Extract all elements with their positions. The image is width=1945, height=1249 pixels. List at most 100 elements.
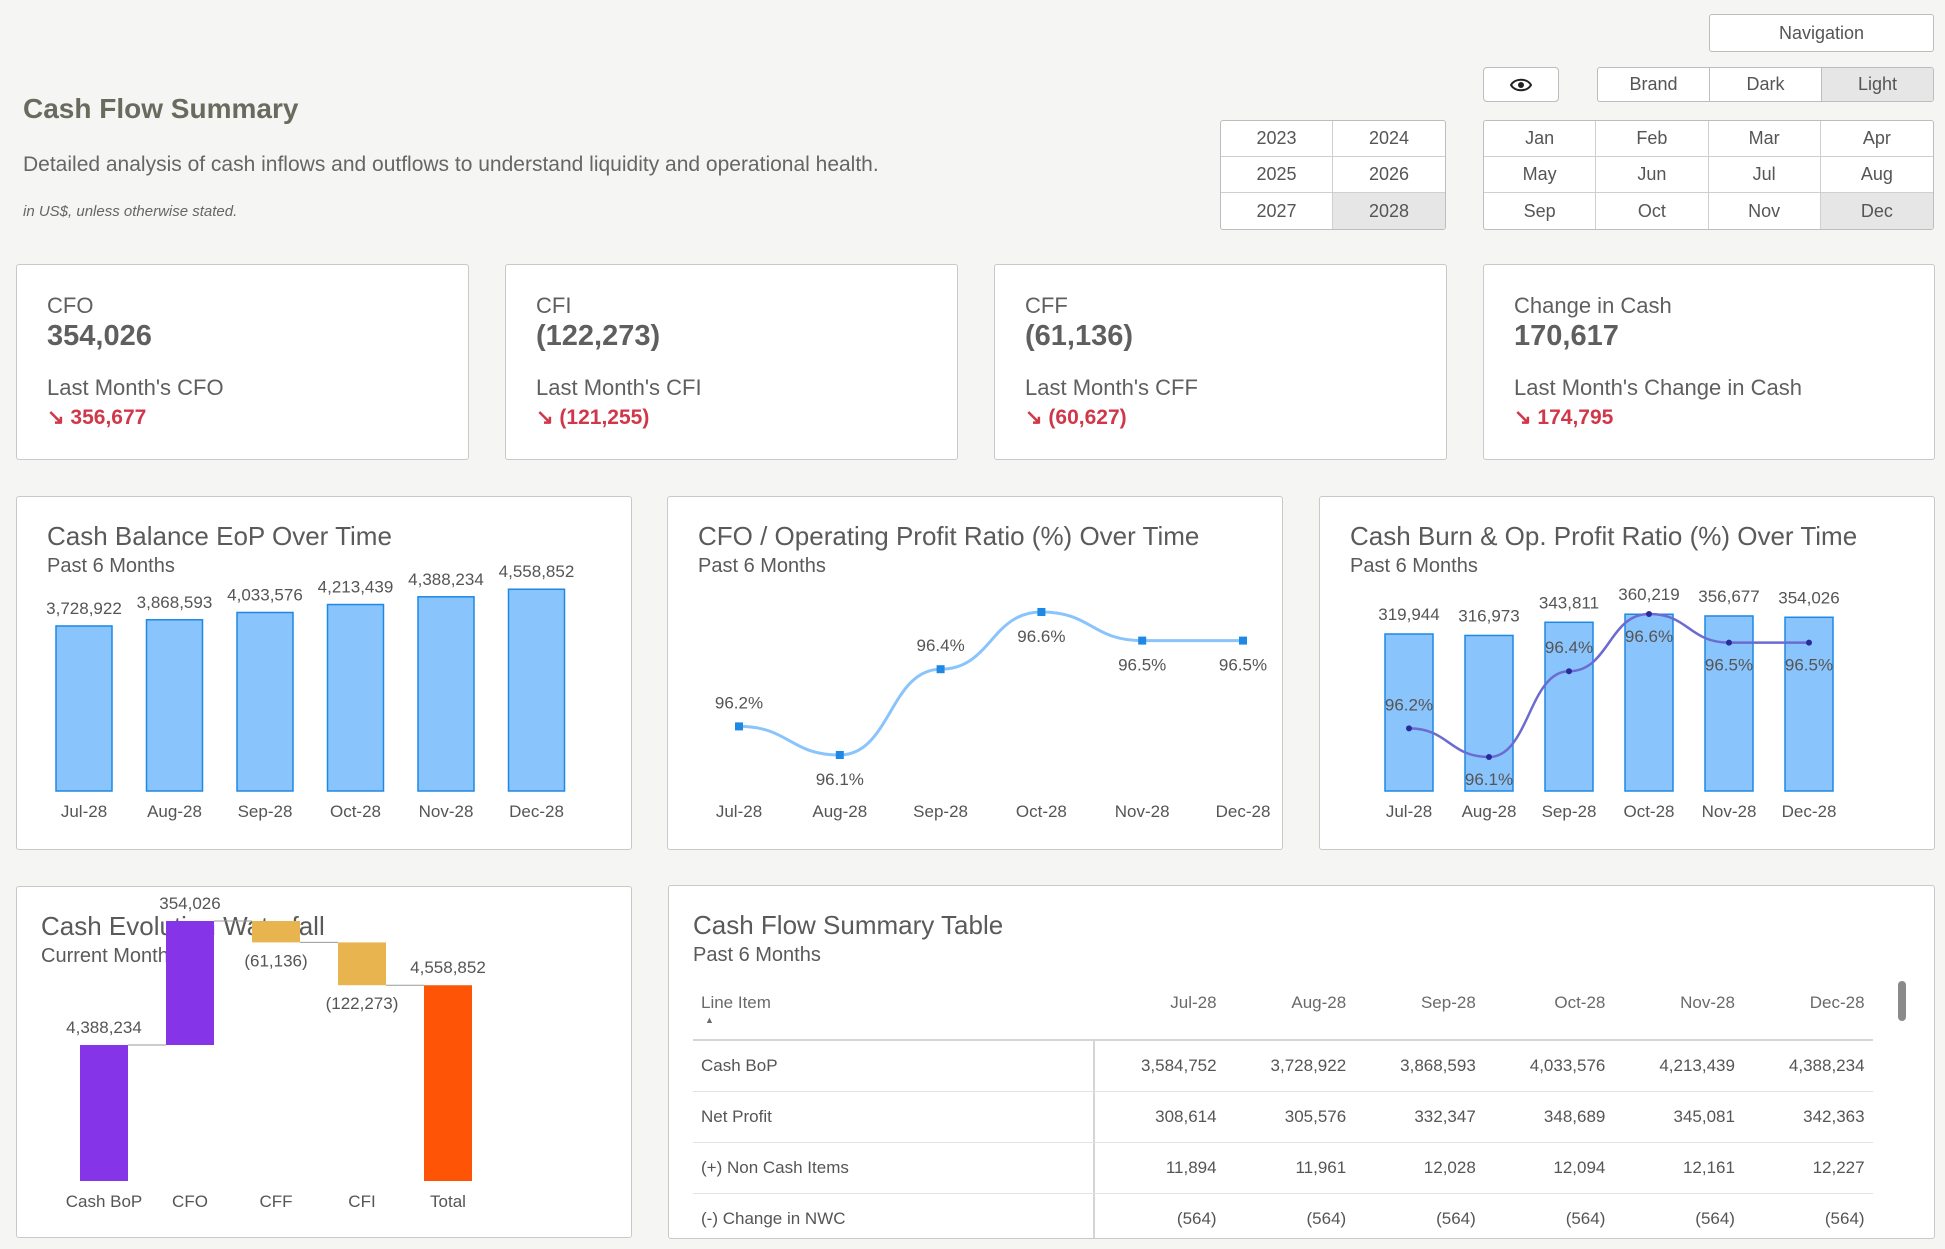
table-cell: 308,614	[1155, 1107, 1217, 1126]
cash-balance-chart: 3,728,922 Jul-28 3,868,593 Aug-28 4,033,576 S…	[46, 562, 575, 821]
theme-brand-button[interactable]: Brand	[1598, 68, 1710, 101]
chart-bar	[1784, 616, 1834, 792]
data-label: (61,136)	[244, 951, 307, 970]
x-tick-label: Sep-28	[238, 802, 293, 821]
x-tick-label: Dec-28	[509, 802, 564, 821]
chart-title: CFO / Operating Profit Ratio (%) Over Ti…	[698, 521, 1200, 551]
kpi-sub-label: Last Month's CFI	[536, 375, 702, 400]
data-label: (122,273)	[326, 994, 399, 1013]
chart-bar	[236, 611, 294, 792]
data-label: 343,811	[1539, 593, 1599, 612]
data-label: 96.6%	[1017, 627, 1065, 646]
data-label: 4,558,852	[499, 562, 575, 581]
table-cell: 332,347	[1414, 1107, 1476, 1126]
month-option-jun[interactable]: Jun	[1596, 157, 1709, 193]
month-option-jan[interactable]: Jan	[1484, 121, 1597, 157]
table-scrollbar[interactable]	[1898, 981, 1906, 1021]
kpi-label: CFF	[1025, 293, 1068, 318]
column-header[interactable]: Dec-28	[1809, 993, 1865, 1012]
eye-icon	[1510, 78, 1532, 91]
month-option-apr[interactable]: Apr	[1820, 121, 1933, 157]
visibility-toggle-button[interactable]	[1483, 67, 1559, 102]
kpi-delta: ↘ 356,677	[47, 406, 147, 429]
year-option-2024[interactable]: 2024	[1333, 121, 1445, 157]
page-subtitle: Detailed analysis of cash inflows and ou…	[23, 153, 879, 176]
data-label: 96.5%	[1118, 656, 1166, 675]
year-option-2023[interactable]: 2023	[1221, 121, 1333, 157]
year-option-2026[interactable]: 2026	[1333, 157, 1445, 193]
table-cell: 3,584,752	[1140, 1056, 1217, 1075]
column-header[interactable]: Sep-28	[1420, 993, 1476, 1012]
x-tick-label: Nov-28	[1702, 802, 1757, 821]
kpi-card-cff: CFF (61,136) Last Month's CFF ↘ (60,627)	[994, 264, 1447, 460]
column-header[interactable]: Nov-28	[1680, 993, 1735, 1012]
data-point	[1239, 636, 1247, 645]
theme-light-button[interactable]: Light	[1822, 68, 1933, 101]
waterfall-chart-card: Cash Evolution Waterfall Current Month 4…	[16, 886, 632, 1238]
table-cell: (564)	[1436, 1209, 1476, 1228]
cash-burn-chart-card: Cash Burn & Op. Profit Ratio (%) Over Ti…	[1319, 496, 1935, 850]
navigation-button[interactable]: Navigation	[1709, 14, 1934, 52]
kpi-value: 170,617	[1514, 320, 1619, 352]
data-point	[936, 665, 945, 674]
currency-note: in US$, unless otherwise stated.	[23, 203, 238, 220]
year-option-2027[interactable]: 2027	[1221, 193, 1333, 229]
x-tick-label: Dec-28	[1782, 802, 1837, 821]
table-header-row: Line Item ▲ Jul-28 Aug-28 Sep-28 Oct-28 Nov-28…	[693, 981, 1873, 1041]
column-header[interactable]: Aug-28	[1291, 993, 1347, 1012]
ratio-label: 96.1%	[1465, 770, 1513, 789]
year-option-2025[interactable]: 2025	[1221, 157, 1333, 193]
table-cell: (564)	[1306, 1209, 1347, 1228]
month-option-nov[interactable]: Nov	[1709, 193, 1821, 229]
year-option-2028[interactable]: 2028	[1333, 193, 1445, 229]
month-option-aug[interactable]: Aug	[1820, 157, 1933, 193]
theme-dark-button[interactable]: Dark	[1710, 68, 1822, 101]
month-option-mar[interactable]: Mar	[1708, 121, 1821, 157]
chart-bar	[417, 596, 475, 792]
waterfall-bar	[80, 1045, 128, 1181]
month-option-oct[interactable]: Oct	[1596, 193, 1709, 229]
data-point	[1138, 636, 1147, 645]
waterfall-bar	[166, 920, 214, 1045]
data-label: 4,033,576	[227, 585, 303, 604]
column-header-line-item[interactable]: Line Item ▲	[693, 993, 1095, 1039]
kpi-label: CFO	[47, 293, 94, 318]
x-tick-label: Oct-28	[1016, 802, 1067, 821]
table-cell: 4,213,439	[1659, 1056, 1735, 1075]
month-option-may[interactable]: May	[1484, 157, 1597, 193]
month-option-jul[interactable]: Jul	[1708, 157, 1821, 193]
x-tick-label: Dec-28	[1216, 802, 1271, 821]
table-cell: 11,894	[1165, 1158, 1217, 1177]
month-option-dec[interactable]: Dec	[1820, 193, 1933, 229]
chart-bar	[55, 625, 113, 792]
chart-subtitle: Past 6 Months	[693, 944, 821, 966]
column-header[interactable]: Oct-28	[1554, 993, 1606, 1012]
table-cell: 305,576	[1284, 1107, 1347, 1126]
chart-bar	[326, 603, 385, 792]
table-row: (-) Change in NWC (564) (564) (564) (564) (56…	[693, 1194, 1873, 1238]
x-tick-label: Oct-28	[1623, 802, 1674, 821]
kpi-card-change-in-cash: Change in Cash 170,617 Last Month's Chan…	[1483, 264, 1935, 460]
ratio-label: 96.4%	[1545, 638, 1593, 657]
table-row: Cash BoP 3,584,752 3,728,922 3,868,593 4,033…	[693, 1041, 1873, 1092]
x-tick-label: Jul-28	[1386, 802, 1432, 821]
table-cell: 12,161	[1682, 1158, 1735, 1177]
x-tick-label: Total	[430, 1192, 466, 1211]
chart-bar	[1384, 633, 1434, 792]
x-tick-label: Cash BoP	[66, 1192, 143, 1211]
row-label: Net Profit	[693, 1092, 1095, 1142]
table-cell: 12,094	[1553, 1158, 1606, 1177]
column-header-label: Line Item	[701, 993, 771, 1012]
table-row: Net Profit 308,614 305,576 332,347 348,689 34…	[693, 1092, 1873, 1143]
table-cell: 342,363	[1803, 1107, 1865, 1126]
x-tick-label: CFI	[348, 1192, 375, 1211]
month-option-feb[interactable]: Feb	[1596, 121, 1709, 157]
month-option-sep[interactable]: Sep	[1484, 193, 1597, 229]
ratio-label: 96.5%	[1705, 656, 1753, 675]
table-cell: (564)	[1565, 1209, 1606, 1228]
column-header[interactable]: Jul-28	[1170, 993, 1217, 1012]
ratio-point	[1486, 754, 1492, 760]
table-cell: 12,028	[1423, 1158, 1476, 1177]
table-cell: 4,388,234	[1788, 1056, 1865, 1075]
x-tick-label: Nov-28	[419, 802, 474, 821]
